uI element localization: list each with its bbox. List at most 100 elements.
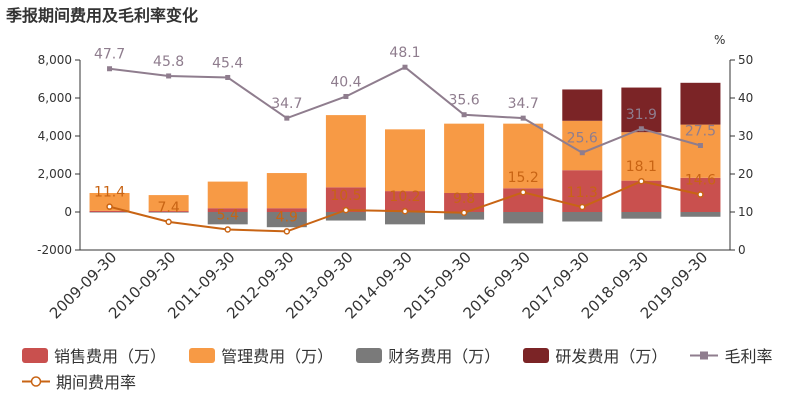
gross-margin-label: 31.9 <box>626 107 657 123</box>
legend-item-gross-margin[interactable]: 毛利率 <box>690 342 772 368</box>
legend-item-finance[interactable]: 财务费用（万） <box>356 342 500 368</box>
bar-finance <box>621 212 662 219</box>
legend-swatch-finance <box>356 347 383 363</box>
right-tick-label: 40 <box>738 91 753 105</box>
right-tick-label: 10 <box>738 205 753 219</box>
expense-ratio-point <box>638 177 645 185</box>
expense-ratio-point <box>342 206 350 214</box>
legend-label-rnd: 研发费用（万） <box>555 347 668 366</box>
gross-margin-point <box>284 115 290 121</box>
legend-key-expense-ratio <box>22 375 50 387</box>
bar-admin <box>680 124 721 178</box>
left-tick-label: 6,000 <box>38 91 72 105</box>
gross-margin-point <box>697 143 703 148</box>
bar-finance <box>385 212 425 225</box>
bar-finance <box>680 212 721 217</box>
expense-ratio-point <box>460 209 468 217</box>
legend-item-sales[interactable]: 销售费用（万） <box>22 342 166 368</box>
gross-margin-point <box>402 64 408 70</box>
legend-label-expense-ratio: 期间费用率 <box>56 373 137 392</box>
bar-admin <box>89 193 130 211</box>
legend-swatch-rnd <box>523 347 550 363</box>
right-axis-unit: % <box>714 33 725 47</box>
bar-finance <box>148 212 189 213</box>
right-tick-label: 50 <box>738 53 753 67</box>
expense-ratio-label: 5.4 <box>217 207 239 223</box>
bar-finance <box>503 212 544 224</box>
legend-label-sales: 销售费用（万） <box>54 347 167 366</box>
expense-ratio-point <box>697 191 704 198</box>
gross-margin-label: 47.7 <box>94 47 125 63</box>
legend-item-rnd[interactable]: 研发费用（万） <box>523 342 667 368</box>
expense-ratio-label: 18.1 <box>626 159 657 175</box>
gross-margin-label: 27.5 <box>685 124 716 140</box>
bar-rnd <box>680 82 721 125</box>
expense-ratio-label: 4.9 <box>276 209 298 225</box>
bar-sales <box>266 208 307 212</box>
expense-ratio-label: 10.5 <box>330 188 361 204</box>
gross-margin-label: 34.7 <box>508 96 539 112</box>
bar-sales <box>207 208 248 212</box>
expense-ratio-label: 15.2 <box>508 170 539 186</box>
expense-ratio-label: 9.8 <box>453 191 475 207</box>
gross-margin-label: 25.6 <box>567 131 598 147</box>
left-tick-label: 2,000 <box>38 167 72 181</box>
legend-label-admin: 管理费用（万） <box>221 347 334 366</box>
expense-ratio-point <box>579 203 586 211</box>
legend-label-gross-margin: 毛利率 <box>724 347 773 366</box>
left-tick-label: 8,000 <box>38 53 72 67</box>
legend-item-expense-ratio[interactable]: 期间费用率 <box>22 368 136 394</box>
chart-title: 季报期间费用及毛利率变化 <box>6 6 199 25</box>
expense-ratio-label: 11.4 <box>94 185 125 201</box>
bar-admin <box>148 195 189 212</box>
bar-admin <box>207 181 248 209</box>
expense-ratio-point <box>401 207 409 215</box>
chart-canvas: -200002,0004,0006,0008,00001020304050%20… <box>37 33 753 322</box>
left-tick-label: 0 <box>64 205 72 219</box>
gross-margin-label: 40.4 <box>330 74 361 90</box>
gross-margin-point <box>343 93 349 99</box>
bar-admin <box>621 132 662 181</box>
expense-ratio-point <box>224 226 231 233</box>
gross-margin-point <box>579 150 585 156</box>
bar-sales <box>621 180 662 212</box>
right-tick-label: 20 <box>738 167 753 181</box>
legend-label-finance: 财务费用（万） <box>388 347 501 366</box>
expense-ratio-label: 14.6 <box>685 173 716 189</box>
gross-margin-label: 45.8 <box>153 54 184 70</box>
right-tick-label: 0 <box>738 243 746 257</box>
bar-finance <box>207 212 248 225</box>
bar-admin <box>385 129 425 192</box>
bar-sales <box>89 210 130 212</box>
gross-margin-point <box>107 66 113 72</box>
bar-finance <box>89 212 130 213</box>
bar-admin <box>266 173 307 209</box>
left-tick-label: -2000 <box>37 243 72 257</box>
legend-key-gross-margin <box>690 351 719 359</box>
bar-sales <box>148 211 189 212</box>
right-tick-label: 30 <box>738 129 753 143</box>
bar-admin <box>503 123 544 189</box>
legend-swatch-admin <box>189 347 216 363</box>
gross-margin-label: 48.1 <box>389 45 420 61</box>
expense-ratio-point <box>283 228 291 235</box>
gross-margin-point <box>520 115 526 121</box>
gross-margin-label: 34.7 <box>271 96 302 112</box>
bar-sales <box>385 191 425 212</box>
gross-margin-point <box>225 74 231 80</box>
expense-ratio-label: 11.3 <box>567 185 598 201</box>
bar-rnd <box>621 87 662 133</box>
bar-sales <box>444 193 485 212</box>
bar-finance <box>266 212 307 228</box>
gross-margin-point <box>638 126 644 132</box>
gross-margin-label: 45.4 <box>212 55 243 71</box>
bar-admin <box>444 123 485 193</box>
expense-ratio-point <box>519 188 527 196</box>
gross-margin-label: 35.6 <box>449 93 480 109</box>
expense-ratio-label: 7.4 <box>158 200 180 216</box>
gross-margin-point <box>461 112 467 118</box>
expense-ratio-point <box>106 203 113 210</box>
bar-finance <box>325 212 366 221</box>
legend-item-admin[interactable]: 管理费用（万） <box>189 342 333 368</box>
bar-finance <box>562 212 603 222</box>
